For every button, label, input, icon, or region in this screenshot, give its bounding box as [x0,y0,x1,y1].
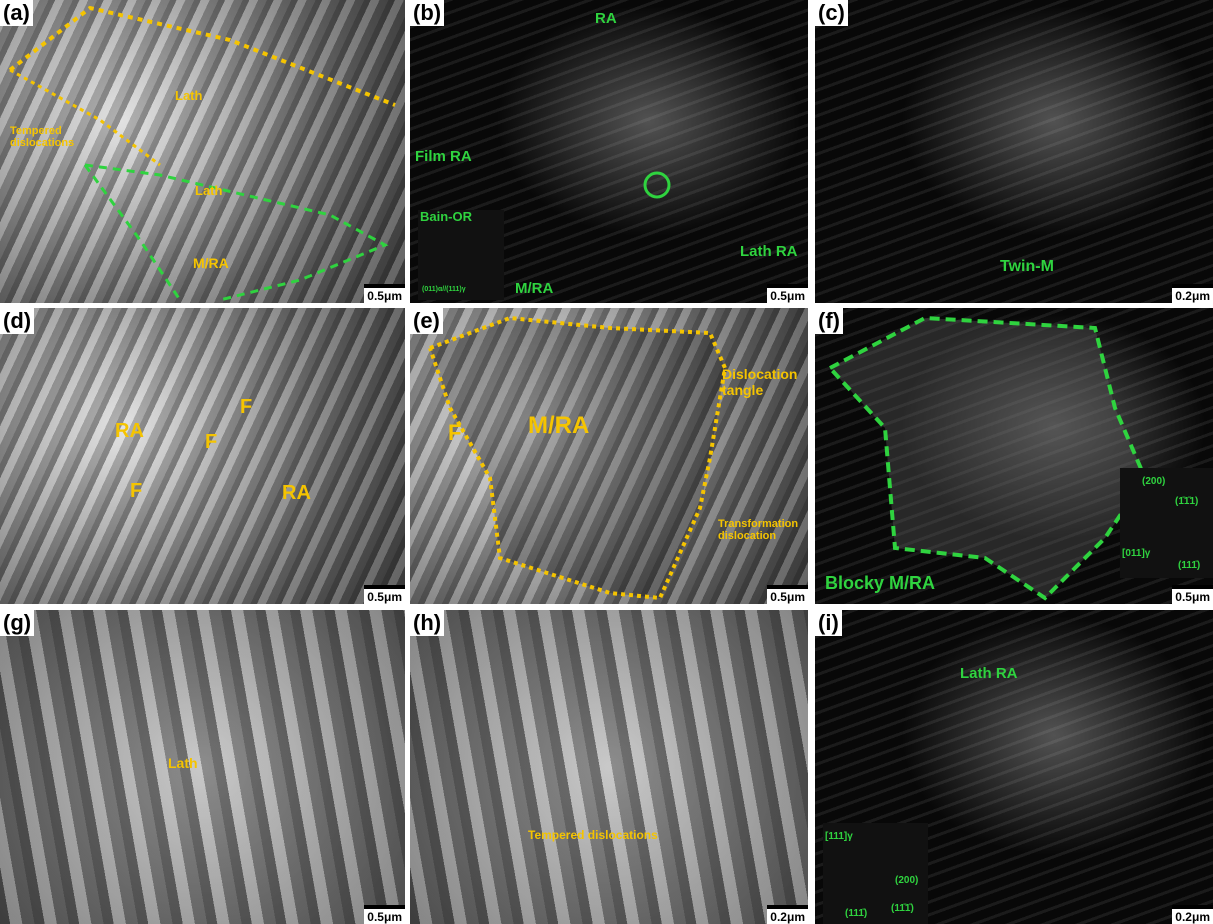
scale-bar: 0.5μm [767,284,808,303]
annotation: F [448,420,461,446]
annotation: F [240,396,252,419]
annotation: F [205,431,217,454]
annotation: Dislocation tangle [722,366,792,398]
panel: Twin-M (c) 0.2μm [815,0,1213,303]
annotation: Tempered dislocations [10,125,95,149]
annotation: (011)α//(111)γ [422,286,466,293]
annotation: Blocky M/RA [825,573,935,594]
scale-bar: 0.5μm [767,585,808,604]
panel: Lath RA [111]γ (200) (111̄) (11̄1̄) (i) … [815,610,1213,924]
panel: Blocky M/RA (200) (1̄1̄1) [011]γ (111̄) … [815,308,1213,604]
panel-label: (d) [0,308,34,334]
panel-label: (f) [815,308,843,334]
annotation: (111̄) [845,908,867,919]
panel: Tempered dislocations (h) 0.2μm [410,610,808,924]
annotation: Lath [195,183,222,198]
panel: RA Film RA Lath RA M/RA Bain-OR (011)α//… [410,0,808,303]
scale-bar: 0.5μm [364,284,405,303]
outline [410,308,808,604]
annotation: (1̄1̄1) [1175,496,1198,507]
annotation: Lath RA [960,665,1018,682]
figure: Lath Tempered dislocations Lath M/RA (a)… [0,0,1213,924]
annotation: [011]γ [1122,548,1150,559]
scale-bar: 0.5μm [364,585,405,604]
annotation: Transformation dislocation [718,518,808,542]
annotation: M/RA [193,255,229,271]
panel: Lath (g) 0.5μm [0,610,405,924]
annotation: RA [282,482,311,505]
panel: F M/RA Dislocation tangle Transformation… [410,308,808,604]
scale-bar: 0.2μm [1172,284,1213,303]
annotation: RA [595,10,617,27]
annotation: Film RA [415,148,472,165]
scale-bar: 0.5μm [364,905,405,924]
annotation: (111̄) [1178,560,1200,571]
panel-label: (g) [0,610,34,636]
panel-label: (e) [410,308,443,334]
inset: [111]γ (200) (111̄) (11̄1̄) [823,823,928,924]
panel: Lath Tempered dislocations Lath M/RA (a)… [0,0,405,303]
annotation: Tempered dislocations [528,828,658,842]
annotation: (200) [895,875,918,886]
panel-label: (a) [0,0,33,26]
annotation: F [130,480,142,503]
annotation: M/RA [528,412,589,440]
annotation: (11̄1̄) [891,903,914,914]
annotation: Lath [168,755,198,771]
annotation: Bain-OR [420,209,472,224]
inset: (200) (1̄1̄1) [011]γ (111̄) [1120,468,1213,578]
panel-label: (b) [410,0,444,26]
panel: RA F F F RA (d) 0.5μm [0,308,405,604]
scale-bar: 0.2μm [1172,905,1213,924]
annotation: (200) [1142,476,1165,487]
annotation: Lath RA [740,243,798,260]
annotation: Lath [175,88,202,103]
scale-bar: 0.2μm [767,905,808,924]
panel-label: (h) [410,610,444,636]
annotation: RA [115,420,144,443]
panel-label: (i) [815,610,842,636]
annotation: M/RA [515,280,553,297]
scale-bar: 0.5μm [1172,585,1213,604]
panel-label: (c) [815,0,848,26]
annotation: Twin-M [1000,258,1054,276]
inset: Bain-OR (011)α//(111)γ [418,210,504,300]
annotation: [111]γ [825,831,853,842]
